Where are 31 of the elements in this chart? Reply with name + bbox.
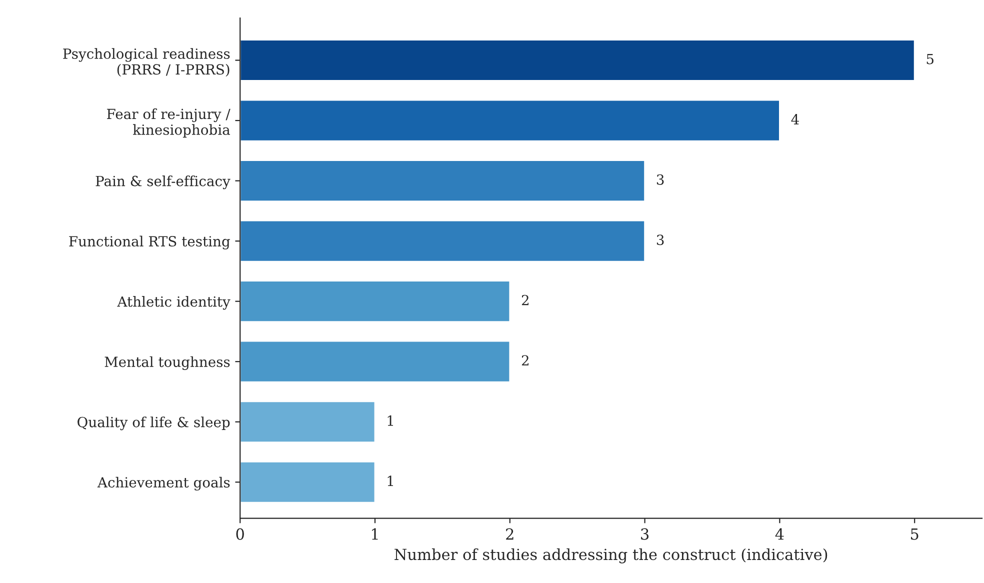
x-tick-label: 1 xyxy=(372,528,378,540)
bar xyxy=(240,280,511,323)
y-tick-label: Psychological readiness (PRRS / I-PRRS) xyxy=(63,48,230,77)
bar xyxy=(240,460,376,504)
x-tick-label: 4 xyxy=(775,528,784,540)
y-tick-label: Achievement goals xyxy=(97,476,230,490)
bar xyxy=(240,39,916,82)
data-label: 5 xyxy=(926,54,934,64)
y-tick-label: Mental toughness xyxy=(104,356,230,370)
y-tick-label: Pain & self-efficacy xyxy=(96,176,230,190)
data-label: 1 xyxy=(388,476,393,486)
data-label: 2 xyxy=(522,355,528,366)
bar xyxy=(240,220,646,262)
x-tick-label: 0 xyxy=(236,528,244,540)
bar xyxy=(240,400,376,444)
y-tick-label: Fear of re-injury / kinesiophobia xyxy=(107,108,230,138)
data-label: 4 xyxy=(791,114,799,124)
bar xyxy=(240,99,780,142)
bar xyxy=(240,160,646,202)
x-tick-label: 3 xyxy=(641,528,649,540)
y-tick-label: Quality of life & sleep xyxy=(78,416,230,430)
data-label: 1 xyxy=(388,415,393,426)
y-tick-label: Functional RTS testing xyxy=(69,236,230,250)
x-tick-label: 5 xyxy=(911,528,918,540)
data-label: 3 xyxy=(656,174,664,185)
data-label: 3 xyxy=(656,234,664,246)
y-tick-label: Athletic identity xyxy=(117,296,230,310)
bar xyxy=(240,340,511,383)
data-label: 2 xyxy=(522,294,528,306)
x-tick-label: 2 xyxy=(506,528,514,540)
x-axis-title: Number of studies addressing the construct (indicative) xyxy=(394,548,828,564)
